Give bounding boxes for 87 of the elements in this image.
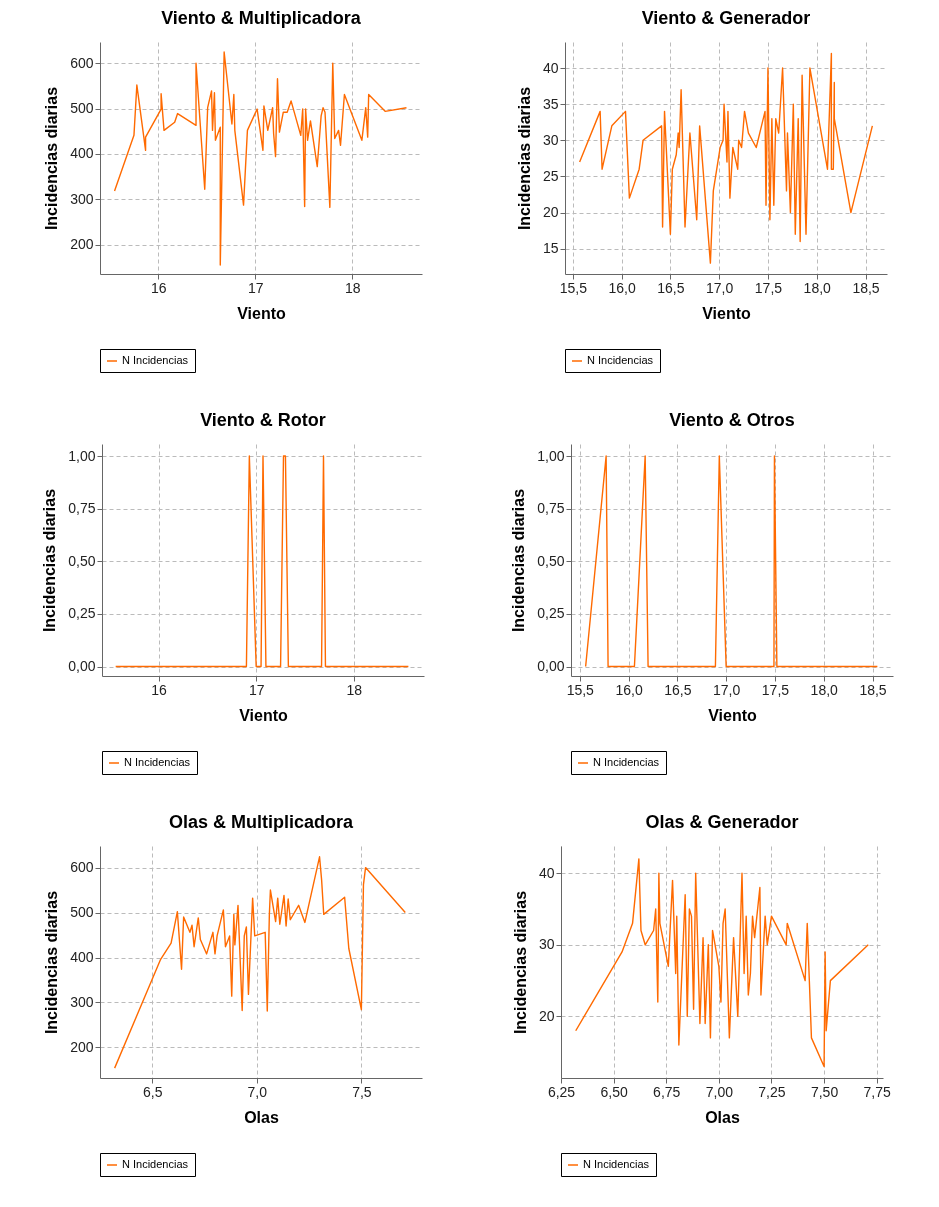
x-tick-label: 16,5 — [656, 279, 685, 296]
x-tick-label: 17 — [247, 279, 264, 296]
x-tick-label: 18,0 — [803, 279, 831, 296]
x-tick-label: 7,5 — [351, 1083, 372, 1100]
x-tick-label: 7,50 — [810, 1083, 838, 1100]
x-tick-label: 6,75 — [652, 1083, 681, 1100]
x-tick-label: 16,5 — [663, 681, 692, 698]
x-axis-title: Olas — [243, 1108, 279, 1126]
y-tick-label: 400 — [69, 949, 94, 965]
y-tick-label: 30 — [538, 936, 555, 953]
x-axis-title: Viento — [236, 304, 286, 322]
y-tick-label: 300 — [69, 993, 94, 1010]
y-tick-label: 600 — [69, 54, 94, 71]
y-tick-label: 20 — [538, 1007, 555, 1024]
y-tick-label: 0,75 — [67, 500, 96, 517]
x-tick-label: 7,00 — [705, 1083, 733, 1100]
x-tick-label: 18,5 — [858, 681, 887, 698]
chart-title: Viento & Multiplicadora — [160, 8, 362, 28]
y-axis-title: Incidencias diarias — [42, 86, 60, 231]
y-tick-label: 400 — [69, 145, 94, 162]
chart-title: Viento & Otros — [668, 410, 795, 430]
x-tick-label: 18,5 — [851, 279, 880, 296]
y-tick-label: 0,50 — [536, 552, 565, 569]
y-tick-label: 500 — [69, 100, 94, 117]
line-series — [113, 856, 406, 1069]
y-tick-label: 200 — [69, 236, 94, 253]
x-axis-title: Viento — [707, 706, 757, 724]
x-tick-label: 15,5 — [559, 279, 587, 296]
y-axis-title: Incidencias diarias — [511, 890, 529, 1035]
legend-label: N Incidencias — [121, 354, 189, 366]
x-tick-label: 17 — [248, 681, 265, 698]
y-tick-label: 300 — [69, 190, 94, 207]
x-axis-title: Olas — [704, 1108, 740, 1126]
x-tick-label: 7,75 — [863, 1083, 891, 1100]
y-tick-label: 40 — [542, 59, 559, 76]
x-tick-label: 17,5 — [761, 681, 789, 698]
y-tick-label: 0,50 — [67, 552, 96, 569]
y-tick-label: 0,25 — [67, 605, 96, 622]
y-tick-label: 0,25 — [536, 605, 565, 622]
x-axis-title: Viento — [701, 304, 751, 322]
y-tick-label: 25 — [542, 167, 559, 184]
line-series — [578, 52, 873, 264]
chart-title: Olas & Generador — [644, 812, 799, 832]
x-tick-label: 7,25 — [757, 1083, 786, 1100]
y-tick-label: 20 — [542, 204, 559, 221]
x-tick-label: 18 — [345, 681, 362, 698]
legend-label: N Incidencias — [586, 354, 654, 366]
line-series — [574, 858, 869, 1068]
y-tick-label: 40 — [538, 864, 555, 881]
legend-label: N Incidencias — [123, 756, 191, 768]
x-tick-label: 6,25 — [547, 1083, 575, 1100]
chart-title: Viento & Rotor — [199, 410, 326, 430]
x-tick-label: 16,0 — [607, 279, 636, 296]
y-tick-label: 0,00 — [67, 658, 96, 675]
y-tick-label: 200 — [69, 1038, 94, 1055]
y-axis-title: Incidencias diarias — [509, 488, 527, 633]
x-tick-label: 16 — [150, 279, 167, 296]
x-tick-label: 7,0 — [247, 1083, 267, 1100]
x-tick-label: 6,50 — [599, 1083, 628, 1100]
y-tick-label: 1,00 — [536, 447, 565, 464]
x-tick-label: 17,5 — [754, 279, 782, 296]
chart-title: Olas & Multiplicadora — [168, 812, 354, 832]
x-tick-label: 18,0 — [810, 681, 838, 698]
y-tick-label: 35 — [542, 95, 559, 112]
x-tick-label: 15,5 — [566, 681, 594, 698]
legend-label: N Incidencias — [592, 756, 660, 768]
line-series — [113, 51, 407, 266]
y-tick-label: 15 — [542, 240, 559, 257]
legend-label: N Incidencias — [582, 1158, 650, 1170]
y-tick-label: 600 — [69, 859, 94, 876]
x-tick-label: 18 — [344, 279, 361, 296]
y-tick-label: 500 — [69, 904, 94, 921]
y-axis-title: Incidencias diarias — [42, 890, 60, 1035]
y-tick-label: 0,75 — [536, 500, 565, 517]
y-tick-label: 0,00 — [536, 658, 565, 675]
y-tick-label: 1,00 — [67, 447, 96, 464]
y-axis-title: Incidencias diarias — [515, 86, 533, 231]
chart-title: Viento & Generador — [641, 8, 810, 28]
x-tick-label: 17,0 — [712, 681, 740, 698]
y-axis-title: Incidencias diarias — [40, 488, 58, 633]
x-tick-label: 16 — [150, 681, 167, 698]
legend-label: N Incidencias — [121, 1158, 189, 1170]
y-tick-label: 30 — [542, 131, 559, 148]
x-tick-label: 6,5 — [142, 1083, 163, 1100]
x-tick-label: 16,0 — [614, 681, 643, 698]
x-axis-title: Viento — [238, 706, 288, 724]
x-tick-label: 17,0 — [705, 279, 734, 296]
